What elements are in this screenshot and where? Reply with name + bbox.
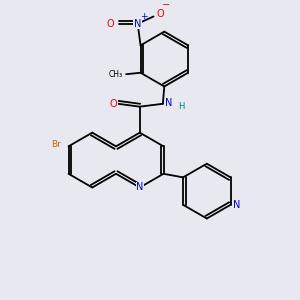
Text: O: O: [107, 19, 115, 29]
Text: +: +: [140, 12, 147, 21]
Text: N: N: [165, 98, 172, 108]
Text: Br: Br: [51, 140, 61, 149]
Text: −: −: [162, 1, 170, 10]
Text: CH₃: CH₃: [109, 70, 123, 79]
Text: O: O: [156, 9, 164, 19]
Text: N: N: [233, 200, 241, 210]
Text: H: H: [178, 102, 184, 111]
Text: N: N: [134, 19, 141, 29]
Text: O: O: [110, 99, 118, 109]
Text: N: N: [136, 182, 143, 193]
